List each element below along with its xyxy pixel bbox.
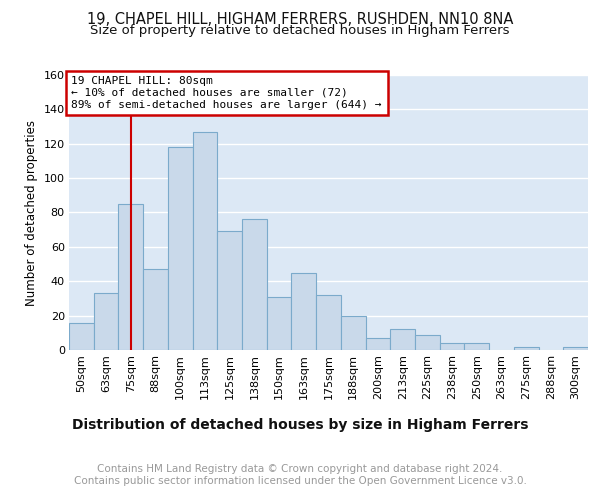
Bar	[415, 334, 440, 350]
Bar	[514, 346, 539, 350]
Bar	[464, 343, 489, 350]
Bar	[217, 232, 242, 350]
Y-axis label: Number of detached properties: Number of detached properties	[25, 120, 38, 306]
Bar	[316, 295, 341, 350]
Bar	[94, 294, 118, 350]
Text: Contains public sector information licensed under the Open Government Licence v3: Contains public sector information licen…	[74, 476, 526, 486]
Bar	[267, 296, 292, 350]
Bar	[365, 338, 390, 350]
Bar	[242, 220, 267, 350]
Text: Distribution of detached houses by size in Higham Ferrers: Distribution of detached houses by size …	[72, 418, 528, 432]
Bar	[168, 147, 193, 350]
Text: 19 CHAPEL HILL: 80sqm
← 10% of detached houses are smaller (72)
89% of semi-deta: 19 CHAPEL HILL: 80sqm ← 10% of detached …	[71, 76, 382, 110]
Bar	[69, 322, 94, 350]
Bar	[193, 132, 217, 350]
Bar	[292, 272, 316, 350]
Bar	[118, 204, 143, 350]
Text: Contains HM Land Registry data © Crown copyright and database right 2024.: Contains HM Land Registry data © Crown c…	[97, 464, 503, 474]
Bar	[563, 346, 588, 350]
Bar	[143, 269, 168, 350]
Bar	[440, 343, 464, 350]
Text: 19, CHAPEL HILL, HIGHAM FERRERS, RUSHDEN, NN10 8NA: 19, CHAPEL HILL, HIGHAM FERRERS, RUSHDEN…	[87, 12, 513, 28]
Bar	[341, 316, 365, 350]
Text: Size of property relative to detached houses in Higham Ferrers: Size of property relative to detached ho…	[90, 24, 510, 37]
Bar	[390, 330, 415, 350]
